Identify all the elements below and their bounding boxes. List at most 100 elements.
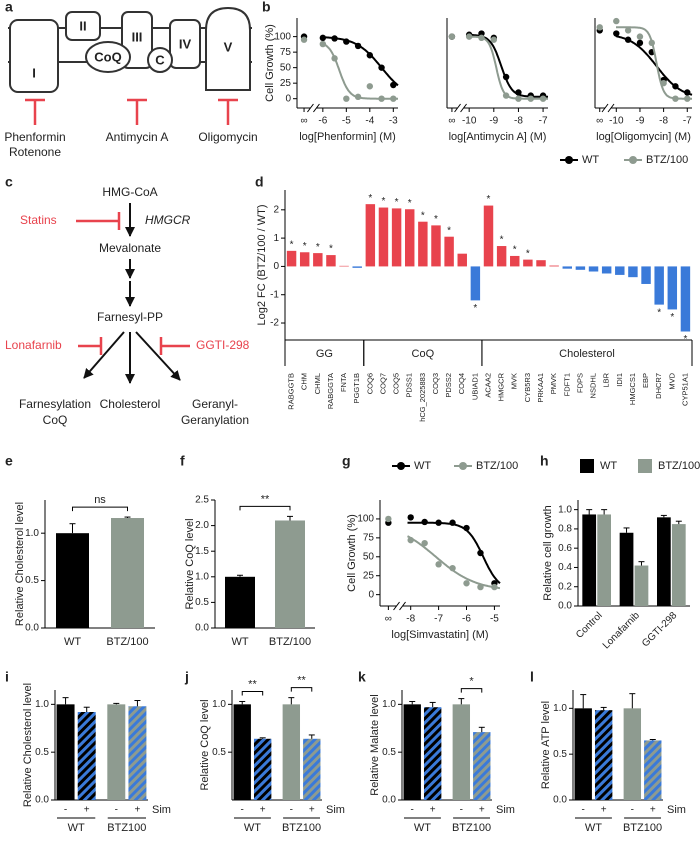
axis-break bbox=[307, 103, 314, 113]
bar bbox=[634, 565, 649, 606]
y-tick-label: 1.0 bbox=[25, 528, 39, 539]
bar bbox=[303, 738, 321, 800]
complex-label: C bbox=[155, 52, 165, 67]
x-tick-label: -5 bbox=[342, 116, 351, 127]
x-axis-label: log[Simvastatin] (M) bbox=[391, 629, 488, 641]
x-tick-label: Lonafarnib bbox=[601, 610, 643, 652]
x-tick-label: FDPS bbox=[575, 373, 584, 393]
product: Geranyl- bbox=[192, 397, 238, 411]
node: HMG-CoA bbox=[102, 185, 157, 199]
x-tick-label: hCG_2025883 bbox=[418, 373, 427, 422]
complex bbox=[65, 11, 101, 41]
x-tick-label: - bbox=[115, 805, 118, 816]
y-tick-label: 50 bbox=[280, 62, 292, 73]
panel-label: i bbox=[5, 669, 9, 685]
data-point bbox=[477, 549, 484, 557]
fit-curve bbox=[321, 42, 398, 100]
bar bbox=[470, 266, 481, 301]
bar bbox=[225, 576, 255, 628]
bar bbox=[671, 524, 686, 606]
y-tick-label: 0.0 bbox=[558, 601, 572, 612]
legend-label: WT bbox=[600, 460, 617, 472]
x-tick-label: - bbox=[290, 805, 293, 816]
data-point bbox=[435, 561, 442, 568]
data-point bbox=[502, 92, 510, 99]
x-tick-label: Control bbox=[574, 610, 605, 641]
data-point bbox=[477, 583, 484, 591]
group-label: Cholesterol bbox=[559, 348, 615, 360]
inhibitor-label: Statins bbox=[20, 213, 57, 227]
data-point bbox=[515, 89, 522, 96]
y-tick-label: 0.5 bbox=[195, 597, 209, 608]
x-tick-label: PRKAA1 bbox=[536, 373, 545, 403]
complex-label: III bbox=[132, 29, 143, 44]
y-tick-label: 0.0 bbox=[553, 795, 567, 806]
data-point bbox=[354, 93, 362, 101]
x-tick-label: - bbox=[64, 805, 67, 816]
legend-swatch bbox=[638, 459, 652, 473]
x-tick-label: WT bbox=[231, 636, 248, 648]
inhibitor-label: Phenformin bbox=[4, 130, 65, 144]
x-tick-label: -9 bbox=[635, 116, 644, 127]
legend-label: BTZ/100 bbox=[476, 460, 518, 472]
diagram-c: c HMG-CoA HMGCR Statins Mevalonate Farne… bbox=[5, 174, 250, 427]
x-tick-label: LBR bbox=[602, 372, 611, 387]
bar bbox=[654, 266, 664, 305]
fit-curve bbox=[468, 35, 548, 100]
complex-label: I bbox=[32, 65, 36, 80]
axis-break bbox=[601, 103, 609, 113]
data-point bbox=[319, 34, 327, 42]
significance: * bbox=[316, 242, 320, 253]
y-tick-label: 1.0 bbox=[212, 699, 226, 710]
panel-label: g bbox=[342, 453, 351, 469]
y-tick-label: 1 bbox=[273, 233, 279, 244]
data-point bbox=[449, 564, 456, 572]
x-tick-label: COQ4 bbox=[457, 373, 466, 394]
data-point bbox=[624, 27, 632, 34]
bar bbox=[473, 732, 491, 800]
node: Farnesyl-PP bbox=[97, 310, 163, 324]
product: Farnesylation bbox=[19, 397, 91, 411]
x-tick-label: + bbox=[309, 805, 315, 816]
bar bbox=[404, 209, 415, 267]
y-tick-label: 1.5 bbox=[195, 546, 209, 557]
y-tick-label: 2 bbox=[273, 204, 279, 215]
complex bbox=[85, 41, 131, 73]
complex bbox=[169, 19, 201, 69]
bar bbox=[326, 255, 336, 267]
bar bbox=[594, 710, 613, 800]
significance: * bbox=[368, 193, 372, 204]
y-tick-label: 1.0 bbox=[553, 703, 567, 714]
x-tick-label: -10 bbox=[462, 116, 477, 127]
axis-break bbox=[607, 103, 615, 113]
complex-label: V bbox=[224, 39, 233, 54]
x-tick-label: BTZ/100 bbox=[106, 636, 148, 648]
group-label: WT bbox=[68, 822, 85, 834]
y-tick-label: 0.5 bbox=[25, 575, 39, 586]
bracket-label: ** bbox=[261, 493, 270, 505]
bar bbox=[574, 708, 592, 800]
y-axis-label: Relative ATP level bbox=[540, 701, 552, 789]
y-tick-label: 2.0 bbox=[195, 520, 209, 531]
significance: * bbox=[421, 210, 425, 221]
significance: * bbox=[290, 239, 294, 250]
panel-label: a bbox=[5, 0, 13, 15]
data-point bbox=[366, 83, 374, 90]
bracket bbox=[460, 688, 483, 693]
x-tick-label: + bbox=[650, 805, 656, 816]
significance: * bbox=[303, 241, 307, 252]
bar bbox=[107, 704, 126, 800]
complex bbox=[205, 6, 251, 91]
x-tick-label: RABGGTA bbox=[326, 373, 335, 409]
group-label: GG bbox=[316, 348, 333, 360]
data-point bbox=[613, 17, 620, 25]
bracket-label: * bbox=[469, 676, 474, 688]
x-tick-label: - bbox=[631, 805, 634, 816]
x-tick-label: CHML bbox=[313, 373, 322, 394]
axis-break bbox=[460, 103, 467, 113]
bar bbox=[575, 266, 586, 270]
data-point bbox=[660, 79, 667, 87]
x-tick-label: + bbox=[135, 805, 141, 816]
y-tick-label: 0.5 bbox=[382, 747, 396, 758]
